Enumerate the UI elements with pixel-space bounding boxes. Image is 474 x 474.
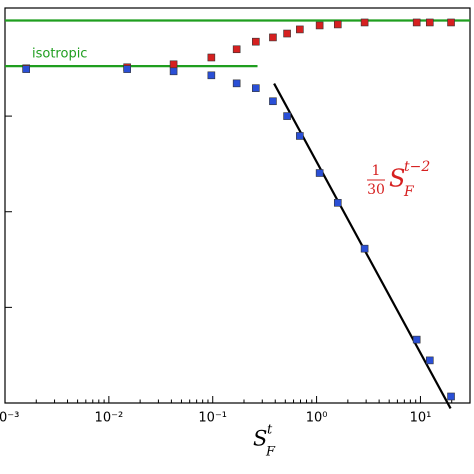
x-tick-label: 10¹ [410, 411, 432, 426]
annotation-sup: t−2 [404, 159, 430, 175]
x-tick-label: 10⁻³ [0, 411, 19, 426]
data-point [296, 132, 304, 140]
data-point [169, 60, 178, 69]
annotation-numerator: 1 [372, 163, 381, 179]
data-point [315, 21, 324, 30]
x-tick-label: 10⁰ [306, 411, 328, 426]
data-point [296, 25, 304, 34]
data-point [22, 65, 31, 73]
data-point [283, 29, 291, 38]
plot-frame [4, 7, 471, 404]
data-point [169, 67, 178, 76]
data-point [412, 18, 421, 27]
x-axis-label-base: S [253, 427, 267, 451]
data-point [333, 198, 342, 207]
annotation-denominator: 30 [367, 182, 385, 198]
data-point [252, 37, 260, 46]
data-point [360, 18, 369, 27]
data-point [207, 53, 216, 62]
data-point [269, 97, 277, 106]
data-point [315, 169, 324, 177]
data-point [283, 112, 291, 120]
data-point [333, 20, 342, 29]
data-point [425, 18, 434, 27]
x-tick-label: 10⁻¹ [198, 411, 227, 426]
data-point [252, 84, 260, 92]
annotation-base: S [389, 165, 405, 193]
data-point [447, 18, 455, 27]
data-point [123, 65, 131, 73]
data-point [412, 335, 421, 344]
data-point [232, 45, 241, 54]
data-point [232, 79, 241, 88]
data-point [207, 71, 216, 80]
line-label: isotropic [32, 47, 87, 62]
data-point [269, 33, 277, 42]
data-point [447, 392, 455, 401]
x-tick-label: 10⁻² [95, 411, 124, 426]
data-point [360, 244, 369, 253]
data-point [425, 356, 434, 365]
annotation-sub: F [403, 184, 415, 200]
x-axis-label-sub: F [265, 445, 276, 460]
x-axis-label-sup: t [267, 423, 273, 438]
